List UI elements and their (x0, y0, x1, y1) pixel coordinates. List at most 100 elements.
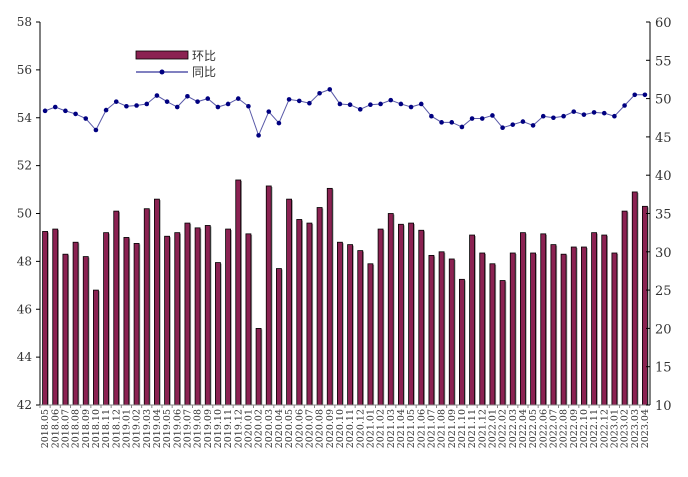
x-tick-label: 2023.03 (630, 409, 641, 448)
line-point (215, 104, 221, 110)
x-tick-label: 2019.05 (162, 409, 173, 448)
bar (530, 252, 536, 406)
line-point (307, 100, 312, 106)
left-tick-label: 52 (17, 159, 32, 173)
line-point (449, 120, 455, 125)
line-point (439, 120, 444, 125)
line-point (429, 113, 434, 119)
bar (438, 251, 445, 406)
x-tick-label: 2018.11 (101, 409, 112, 448)
line-point (530, 123, 536, 128)
x-tick-label: 2022.03 (508, 409, 519, 448)
bar (570, 246, 577, 406)
line-point (337, 101, 343, 107)
bar (611, 252, 618, 406)
x-tick-label: 2018.05 (40, 409, 51, 448)
x-tick-label: 2021.08 (437, 409, 448, 448)
line-point (520, 119, 526, 124)
bar (520, 232, 526, 406)
bar (306, 222, 313, 406)
line-point (144, 101, 150, 107)
right-tick-label: 45 (655, 131, 672, 146)
line-group (42, 87, 648, 138)
line-point (174, 104, 180, 110)
line-point (612, 113, 617, 119)
bar (591, 232, 597, 406)
bar (560, 253, 567, 406)
bar (387, 213, 394, 406)
bar (174, 232, 181, 406)
x-tick-label: 2023.01 (609, 409, 620, 448)
line-point (113, 99, 119, 104)
x-tick-label: 2018.07 (60, 409, 71, 448)
x-tick-label: 2022.12 (599, 409, 610, 448)
bar (296, 219, 303, 406)
bar (408, 222, 414, 406)
bar (428, 254, 435, 406)
line-point (632, 92, 638, 98)
x-tick-label: 2020.07 (304, 409, 315, 448)
bar (265, 185, 272, 406)
line-point (225, 101, 231, 107)
bar (123, 237, 130, 406)
x-tick-label: 2019.10 (213, 409, 224, 448)
line-point (622, 103, 627, 108)
x-tick-label: 2018.06 (50, 409, 61, 448)
bar (448, 258, 455, 406)
x-tick-label: 2021.10 (457, 409, 468, 448)
left-tick-label: 58 (17, 15, 32, 29)
line-point (276, 120, 282, 126)
bar (581, 246, 587, 406)
line-point (42, 108, 48, 114)
x-tick-label: 2022.10 (579, 409, 590, 448)
x-tick-label: 2018.10 (91, 409, 102, 448)
left-tick-label: 54 (17, 111, 33, 125)
line-point (235, 96, 241, 101)
line-point (63, 108, 68, 114)
line-point (581, 112, 587, 117)
bar (377, 228, 384, 406)
right-tick-label: 15 (655, 361, 672, 376)
bar (215, 262, 221, 406)
bar (154, 198, 160, 406)
bar (62, 253, 69, 406)
line-point (591, 110, 597, 115)
bar (103, 232, 109, 406)
line-point (195, 99, 200, 104)
line-point (408, 104, 414, 110)
x-tick-label: 2023.02 (620, 409, 631, 448)
line-point (479, 116, 485, 121)
line-point (256, 133, 261, 138)
right-tick-label: 35 (655, 208, 672, 223)
bar (72, 241, 79, 406)
line-point (398, 101, 404, 107)
right-tick-label: 30 (655, 246, 672, 261)
bar (42, 231, 48, 406)
legend-label-bar: 环比 (192, 49, 216, 63)
legend-swatch-bar (135, 50, 189, 60)
line-point (52, 104, 58, 110)
x-tick-label: 2021.03 (386, 409, 397, 448)
x-tick-label: 2021.11 (467, 409, 478, 448)
x-tick-label: 2020.12 (355, 409, 366, 448)
line-series (44, 88, 645, 137)
x-tick-label: 2020.11 (345, 409, 356, 448)
bar (601, 234, 608, 406)
line-point (459, 124, 465, 130)
x-tick-label: 2020.04 (274, 409, 285, 448)
bar (82, 256, 89, 406)
bar (509, 252, 516, 406)
line-point (164, 99, 170, 104)
bar (204, 225, 211, 406)
bar (337, 241, 343, 406)
bar (642, 205, 648, 406)
line-point (266, 109, 272, 114)
left-tick-label: 48 (17, 254, 32, 268)
bar (347, 244, 353, 406)
x-tick-label: 2019.01 (121, 409, 132, 448)
x-tick-label: 2022.09 (569, 409, 580, 448)
line-point (93, 127, 99, 133)
line-point (347, 102, 353, 108)
line-point (490, 113, 495, 118)
line-point (317, 90, 322, 96)
